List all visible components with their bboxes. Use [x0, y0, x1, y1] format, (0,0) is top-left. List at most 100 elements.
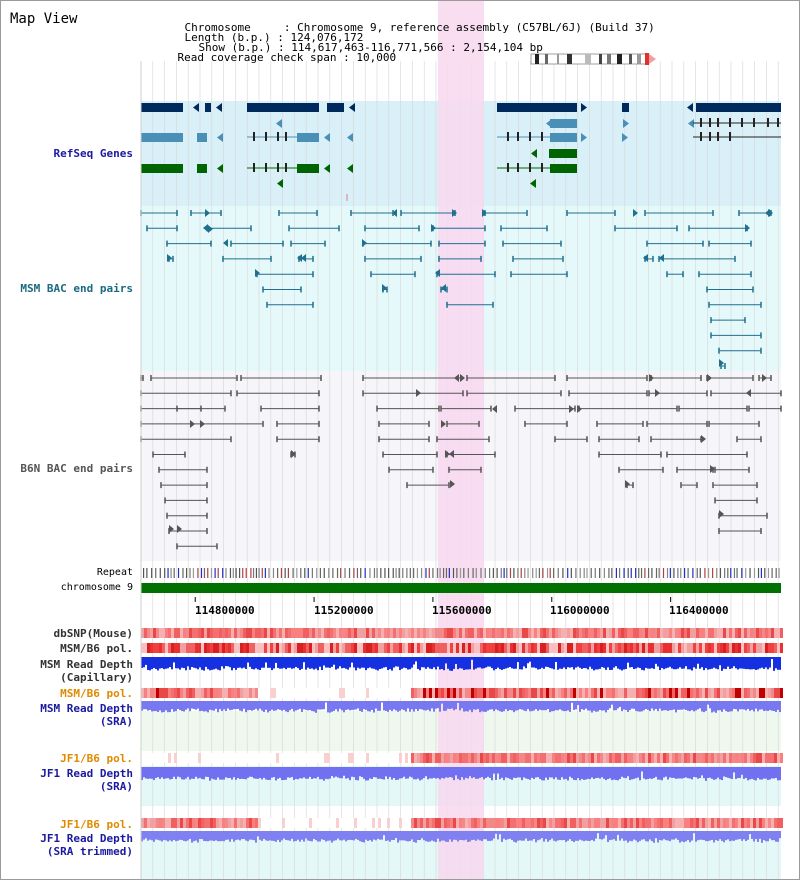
depth-bar: [319, 657, 321, 667]
heat-cell: [327, 628, 330, 638]
heat-cell: [192, 643, 195, 653]
heat-cell: [420, 753, 423, 763]
depth-bar: [245, 657, 247, 669]
depth-bar: [599, 701, 601, 710]
track-label-msm-depth-sra-1[interactable]: MSM Read Depth: [40, 702, 133, 715]
depth-bar: [337, 767, 339, 778]
heat-cell: [144, 753, 147, 763]
track-label-jf1-b6-pol-2[interactable]: JF1/B6 pol.: [60, 818, 133, 831]
depth-bar: [169, 701, 171, 713]
gene-exon: [753, 118, 755, 127]
depth-bar: [229, 657, 231, 668]
gene-exon: [709, 118, 711, 127]
depth-bar: [689, 701, 691, 712]
track-label-msm-bac[interactable]: MSM BAC end pairs: [20, 282, 133, 295]
repeat-mark: [618, 568, 621, 578]
track-label-msm-b6-pol-2[interactable]: MSM/B6 pol.: [60, 687, 133, 700]
heat-cell: [612, 643, 615, 653]
repeat-mark: [489, 568, 491, 578]
depth-bar: [327, 701, 329, 713]
depth-bar: [541, 701, 543, 711]
depth-bar: [361, 701, 363, 712]
depth-bar: [761, 767, 763, 780]
heat-cell: [558, 818, 561, 828]
length-info: Length (b.p.) : 124,076,172: [184, 31, 364, 44]
depth-bar: [181, 767, 183, 780]
gene-exon: [197, 164, 207, 173]
heat-cell: [393, 688, 396, 698]
heat-cell: [615, 818, 618, 828]
depth-bar: [469, 767, 471, 777]
heat-cell: [591, 628, 594, 638]
track-label-repeat[interactable]: Repeat: [96, 567, 133, 578]
depth-bar: [371, 657, 373, 669]
depth-bar: [231, 657, 233, 671]
track-label-msm-depth-capillary-1[interactable]: MSM Read Depth: [40, 658, 133, 671]
heat-cell: [306, 643, 309, 653]
depth-bar: [251, 831, 253, 840]
track-label-refseq[interactable]: RefSeq Genes: [53, 147, 133, 160]
heat-cell: [585, 753, 588, 763]
heat-cell: [654, 753, 657, 763]
heat-cell: [417, 643, 420, 653]
depth-bar: [609, 767, 611, 779]
depth-bar: [333, 657, 335, 665]
heat-cell: [768, 753, 771, 763]
heat-cell: [450, 818, 453, 828]
depth-bar: [555, 657, 557, 662]
heat-cell: [648, 753, 651, 763]
heat-cell: [402, 643, 405, 653]
track-label-msm-b6-pol[interactable]: MSM/B6 pol.: [60, 642, 133, 655]
heat-cell: [546, 818, 549, 828]
heat-cell: [207, 753, 210, 763]
depth-bar: [579, 657, 581, 668]
heat-cell: [426, 628, 429, 638]
heat-cell: [171, 628, 174, 638]
depth-bar: [531, 657, 533, 668]
depth-bar: [415, 831, 417, 843]
depth-bar: [169, 767, 171, 780]
track-label-jf1-b6-pol[interactable]: JF1/B6 pol.: [60, 752, 133, 765]
heat-cell: [315, 688, 318, 698]
heat-cell: [264, 628, 267, 638]
track-label-b6n-bac[interactable]: B6N BAC end pairs: [20, 462, 133, 475]
depth-bar: [579, 701, 581, 712]
heat-cell: [222, 818, 225, 828]
depth-bar: [187, 701, 189, 709]
heat-cell: [531, 688, 534, 698]
depth-bar: [563, 831, 565, 841]
depth-bar: [449, 701, 451, 710]
track-label-dbsnp[interactable]: dbSNP(Mouse): [53, 627, 133, 640]
heat-cell: [198, 818, 201, 828]
depth-bar: [437, 831, 439, 839]
depth-bar: [775, 831, 777, 842]
heat-cell: [246, 688, 249, 698]
depth-bar: [383, 657, 385, 668]
heat-cell: [375, 753, 378, 763]
depth-bar: [617, 657, 619, 669]
depth-bar: [533, 657, 535, 668]
depth-bar: [721, 701, 723, 712]
depth-bar: [655, 831, 657, 839]
depth-bar: [385, 767, 387, 777]
heat-cell: [384, 688, 387, 698]
depth-bar: [735, 767, 737, 779]
depth-bar: [499, 657, 501, 670]
heat-cell: [489, 818, 492, 828]
depth-bar: [211, 831, 213, 841]
track-label-jf1-depth-sra-1[interactable]: JF1 Read Depth: [40, 767, 133, 780]
depth-bar: [191, 767, 193, 779]
depth-bar: [563, 657, 565, 668]
depth-bar: [593, 767, 595, 780]
track-label-jf1-depth-trim-1[interactable]: JF1 Read Depth: [40, 832, 133, 845]
depth-bar: [591, 831, 593, 841]
repeat-mark: [699, 568, 701, 578]
depth-bar: [753, 767, 755, 780]
heat-cell: [348, 753, 351, 763]
heat-cell: [222, 628, 225, 638]
depth-bar: [433, 767, 435, 778]
heat-cell: [618, 688, 621, 698]
ideogram-band: [557, 54, 559, 64]
depth-bar: [325, 701, 327, 703]
